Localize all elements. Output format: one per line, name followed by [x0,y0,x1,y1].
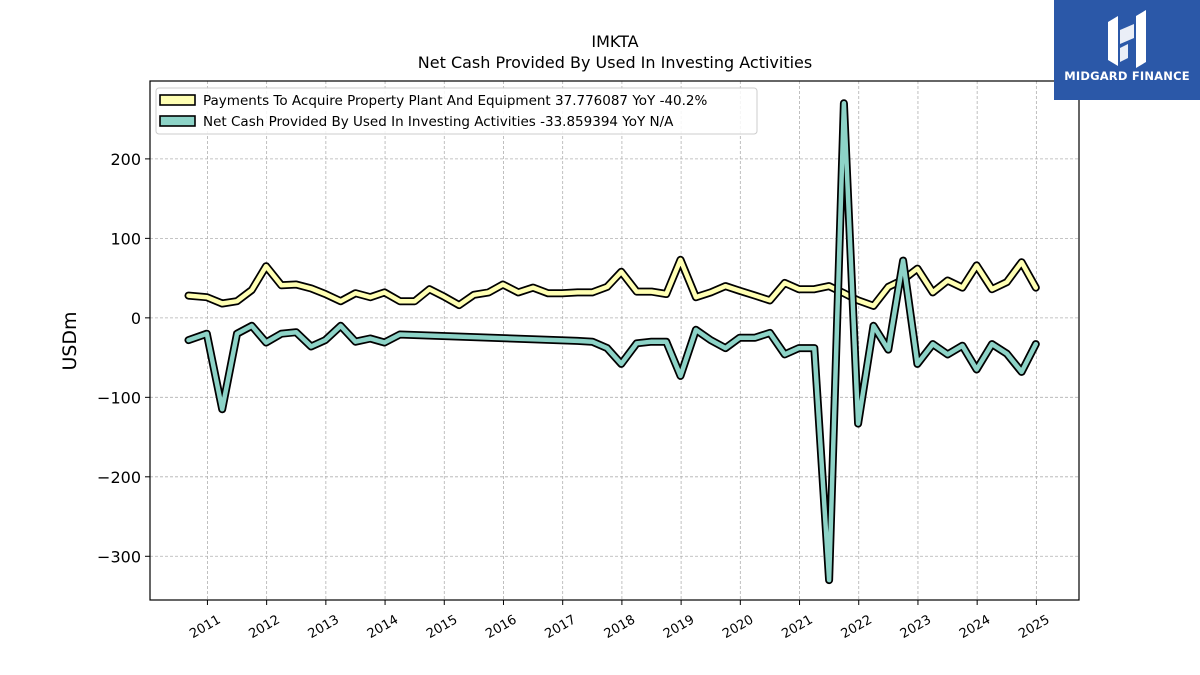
series-2 [184,99,1040,585]
plot-frame [149,80,1080,601]
series-layer [184,99,1040,585]
chart-subtitle: Net Cash Provided By Used In Investing A… [418,53,812,72]
chart-title: IMKTA [591,32,638,51]
legend: Payments To Acquire Property Plant And E… [155,87,758,135]
series-line [186,101,1039,583]
y-tick-label: −100 [97,388,141,407]
legend-label: Payments To Acquire Property Plant And E… [203,93,707,109]
y-axis: 200 100 0 −100 −200 −300 [97,150,150,566]
logo-text: MIDGARD FINANCE [1064,69,1190,83]
y-tick-label: 0 [131,309,141,328]
y-tick-label: −200 [97,468,141,487]
legend-swatch [159,115,196,127]
legend-label: Net Cash Provided By Used In Investing A… [203,114,674,130]
midgard-finance-logo: MIDGARD FINANCE [1054,0,1200,100]
legend-box [155,87,758,135]
legend-swatch [159,94,196,106]
y-tick-label: 200 [110,150,141,169]
y-tick-label: 100 [110,229,141,248]
logo-mark-icon [1108,10,1146,68]
grid [150,81,1079,600]
y-tick-label: −300 [97,547,141,566]
y-axis-label: USDm [59,311,81,370]
